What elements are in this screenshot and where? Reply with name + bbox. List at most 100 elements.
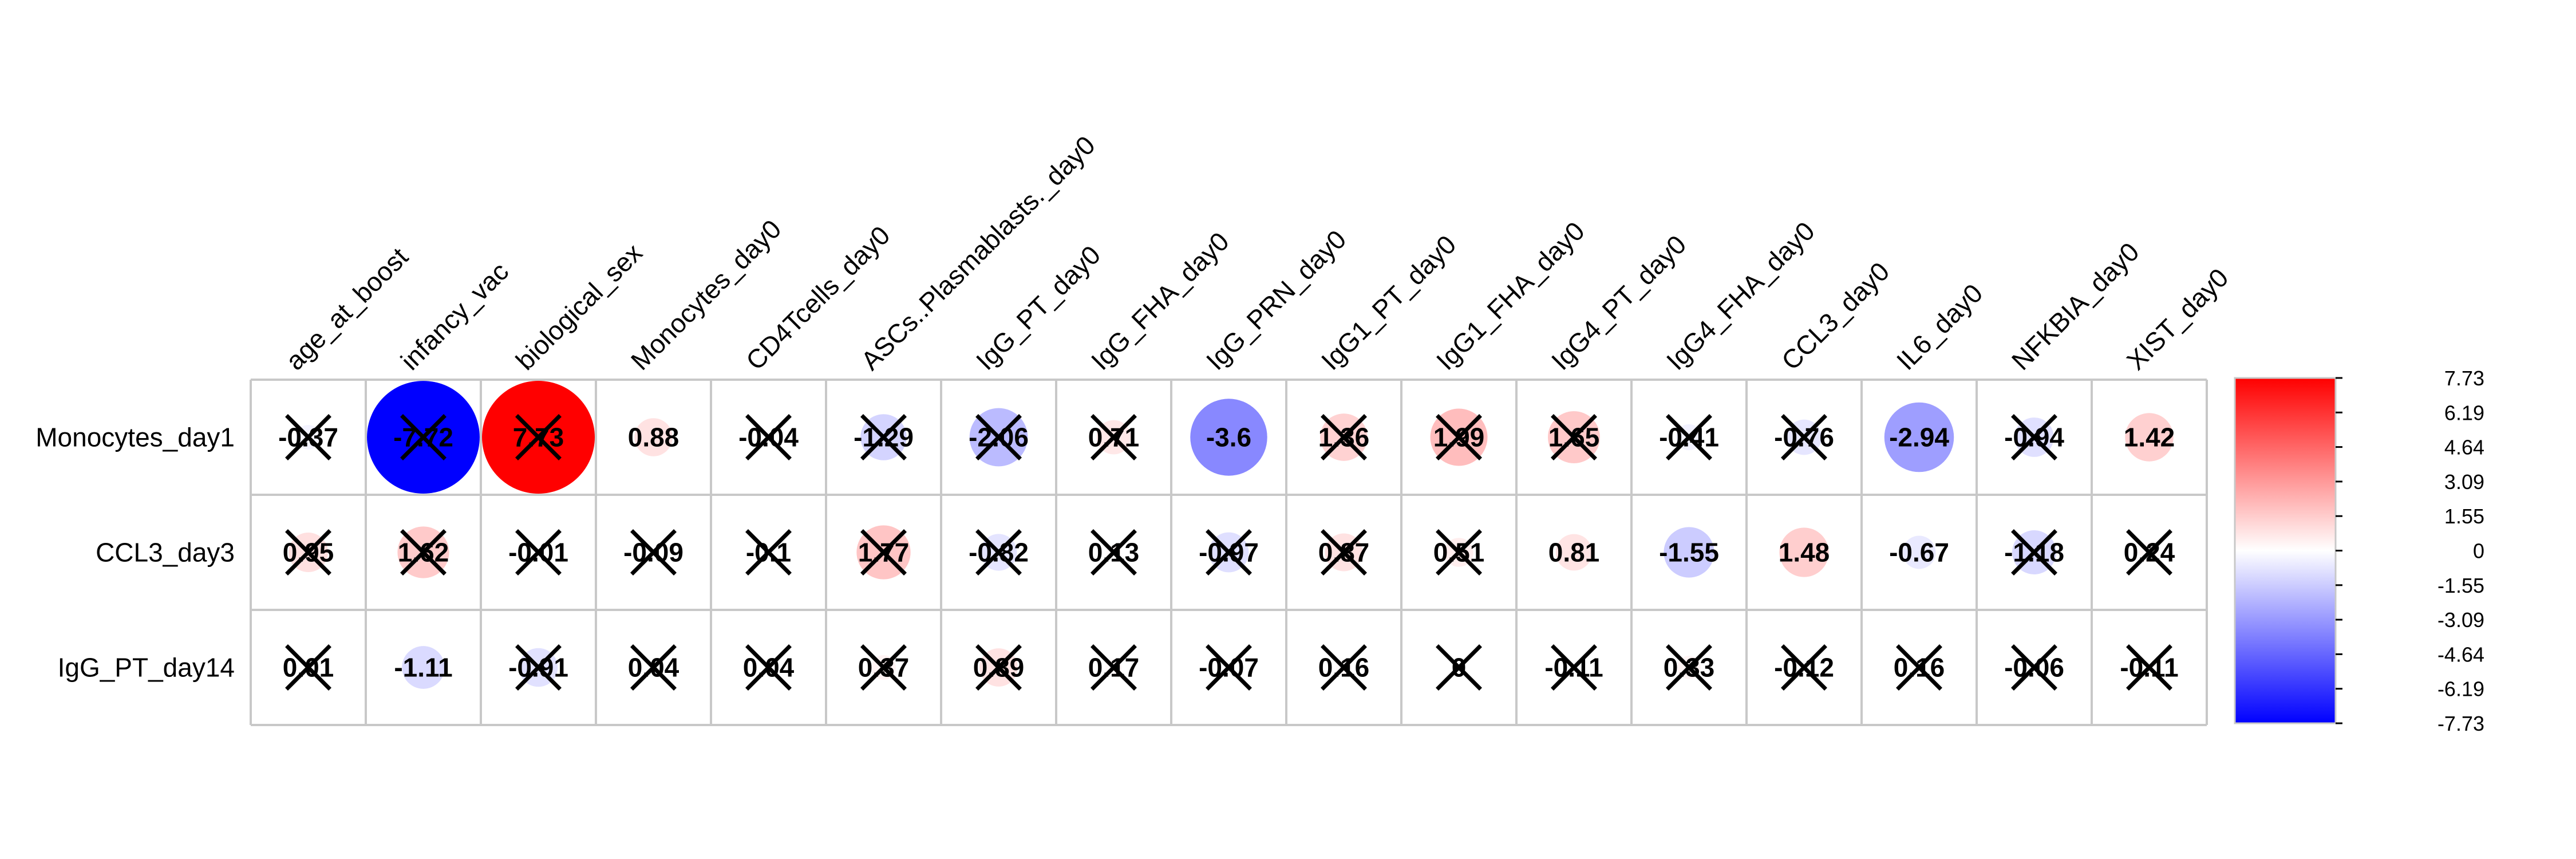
cell-circle <box>1779 527 1829 577</box>
cross-mark <box>1091 529 1137 576</box>
cell-value-label: -3.6 <box>1206 423 1251 452</box>
cross-mark <box>515 529 562 576</box>
cell-value-label: 0.17 <box>1088 653 1140 683</box>
cross-mark <box>975 644 1022 691</box>
cell-circle <box>1190 399 1267 476</box>
cell-value-label: -0.67 <box>1889 538 1949 568</box>
column-label: ASCs..Plasmablasts._day0 <box>855 130 1101 376</box>
cell-value-label: 0.87 <box>1318 538 1370 568</box>
cross-mark <box>1551 644 1597 691</box>
cell-circle <box>1902 535 1936 569</box>
cell-value-label: -0.97 <box>1199 538 1259 568</box>
cell-value-label: -0.1 <box>746 538 791 568</box>
cross-mark <box>515 414 562 460</box>
cell-value-label: 0.13 <box>1088 538 1140 568</box>
cross-mark <box>2011 644 2057 691</box>
legend-tick-label: 3.09 <box>2444 470 2484 494</box>
legend-tick-label: -6.19 <box>2437 677 2484 701</box>
cross-mark <box>860 644 907 691</box>
cross-mark <box>1666 644 1712 691</box>
cell-value-label: -1.29 <box>854 423 914 452</box>
row-label: IgG_PT_day14 <box>58 653 235 683</box>
cell-value-label: -0.76 <box>1774 423 1834 452</box>
cell-value-label: -7.72 <box>393 423 453 452</box>
cell-value-label: 0.16 <box>1318 653 1370 683</box>
cell-value-label: -1.11 <box>394 653 452 683</box>
cell-value-label: 0.16 <box>1894 653 1945 683</box>
cross-mark <box>2126 529 2172 576</box>
cross-mark <box>630 529 677 576</box>
cross-mark <box>285 529 331 576</box>
cross-mark <box>285 414 331 460</box>
cross-mark <box>860 529 907 576</box>
heatmap-cells: -0.37 -7.72 7.73 0.88 -0.04 -1.29 -2.06 0.71 -3.… <box>278 381 2179 691</box>
legend-tick-label: 4.64 <box>2444 436 2484 459</box>
column-labels: age_at_boostinfancy_vacbiological_sexMon… <box>280 130 2234 376</box>
legend-tick-label: 0 <box>2473 539 2484 563</box>
legend-tick-label: -7.73 <box>2437 712 2484 735</box>
cell-value-label: -0.82 <box>969 538 1029 568</box>
cell-value-label: 1.62 <box>398 538 449 568</box>
cell-value-label: 0.01 <box>283 653 334 683</box>
column-label: IL6_day0 <box>1891 278 1989 376</box>
color-legend: 7.73 6.19 4.64 3.09 1.55 0 -1.55 -3.09 -4.64 -6.1… <box>2234 367 2484 735</box>
cross-mark <box>975 414 1022 460</box>
cell-value-label: 1.42 <box>2124 423 2175 452</box>
cross-mark <box>400 414 447 460</box>
legend-tick-label: 6.19 <box>2444 401 2484 424</box>
cross-mark <box>630 644 677 691</box>
column-label: XIST_day0 <box>2121 262 2234 376</box>
row-labels: Monocytes_day1 CCL3_day3 IgG_PT_day14 <box>35 423 235 683</box>
cell-value-label: -0.37 <box>278 423 338 452</box>
cell-value-label: -0.04 <box>738 423 799 452</box>
legend-tick-label: 7.73 <box>2444 367 2484 390</box>
cell-value-label: 1.65 <box>1548 423 1600 452</box>
cross-mark <box>2011 529 2057 576</box>
cell-value-label: -1.18 <box>2004 538 2064 568</box>
cross-mark <box>1091 414 1137 460</box>
legend-tick-label: 1.55 <box>2444 505 2484 528</box>
cell-value-label: -0.01 <box>508 538 568 568</box>
cross-mark <box>1321 529 1367 576</box>
cell-value-label: -0.11 <box>2120 653 2178 683</box>
heatmap-grid <box>250 379 2208 726</box>
cell-value-label: -0.07 <box>1199 653 1259 683</box>
cell-value-label: 0.88 <box>628 423 679 452</box>
column-label: CCL3_day0 <box>1776 257 1895 376</box>
cell-circle <box>1555 534 1593 571</box>
cell-value-label: 1.36 <box>1318 423 1370 452</box>
cell-value-label: 0.51 <box>1433 538 1485 568</box>
cell-circle <box>1664 527 1714 578</box>
cell-value-label: 0.81 <box>1548 538 1600 568</box>
cross-mark <box>860 414 907 460</box>
cross-mark <box>745 529 792 576</box>
cell-value-label: 0.71 <box>1088 423 1140 452</box>
cross-mark <box>1321 414 1367 460</box>
column-label: infancy_vac <box>395 257 515 376</box>
cell-value-label: 1.48 <box>1779 538 1830 568</box>
cell-value-label: 1.99 <box>1433 423 1485 452</box>
cell-circle <box>402 646 445 689</box>
cell-value-label: -0.91 <box>508 653 568 683</box>
cell-value-label: -0.12 <box>1774 653 1834 683</box>
cell-value-label: 0 <box>1452 653 1467 683</box>
column-label: age_at_boost <box>280 242 414 376</box>
cell-value-label: 0.89 <box>973 653 1025 683</box>
cell-value-label: -2.94 <box>1889 423 1949 452</box>
cross-mark <box>285 644 331 691</box>
legend-tick-label: -1.55 <box>2437 574 2484 597</box>
cross-mark <box>2011 414 2057 460</box>
cross-mark <box>1551 414 1597 460</box>
cross-mark <box>975 529 1022 576</box>
cross-mark <box>400 529 447 576</box>
cross-mark <box>745 414 792 460</box>
cross-mark <box>1091 644 1137 691</box>
cross-mark <box>1321 644 1367 691</box>
legend-color-bar <box>2235 378 2336 723</box>
cell-value-label: -2.06 <box>969 423 1029 452</box>
cross-mark <box>745 644 792 691</box>
cell-value-label: -0.09 <box>623 538 683 568</box>
cross-mark <box>1666 414 1712 460</box>
cell-value-label: 0.04 <box>743 653 795 683</box>
